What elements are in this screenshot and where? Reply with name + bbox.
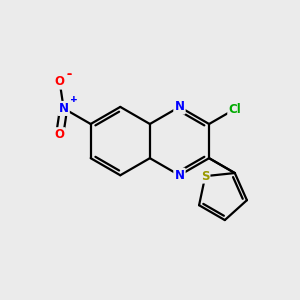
Text: Cl: Cl bbox=[228, 103, 241, 116]
Text: N: N bbox=[58, 102, 69, 115]
Text: O: O bbox=[55, 75, 65, 88]
Text: -: - bbox=[66, 68, 71, 81]
Text: N: N bbox=[58, 102, 69, 115]
Text: N: N bbox=[175, 100, 184, 113]
Text: O: O bbox=[55, 128, 65, 141]
Text: N: N bbox=[175, 100, 184, 113]
Text: +: + bbox=[70, 95, 78, 104]
Text: N: N bbox=[175, 169, 184, 182]
Text: N: N bbox=[175, 169, 184, 182]
Text: Cl: Cl bbox=[228, 103, 241, 116]
Text: S: S bbox=[201, 169, 209, 183]
Text: O: O bbox=[55, 128, 65, 141]
Text: O: O bbox=[55, 75, 65, 88]
Text: -: - bbox=[66, 68, 71, 81]
Text: +: + bbox=[70, 95, 78, 104]
